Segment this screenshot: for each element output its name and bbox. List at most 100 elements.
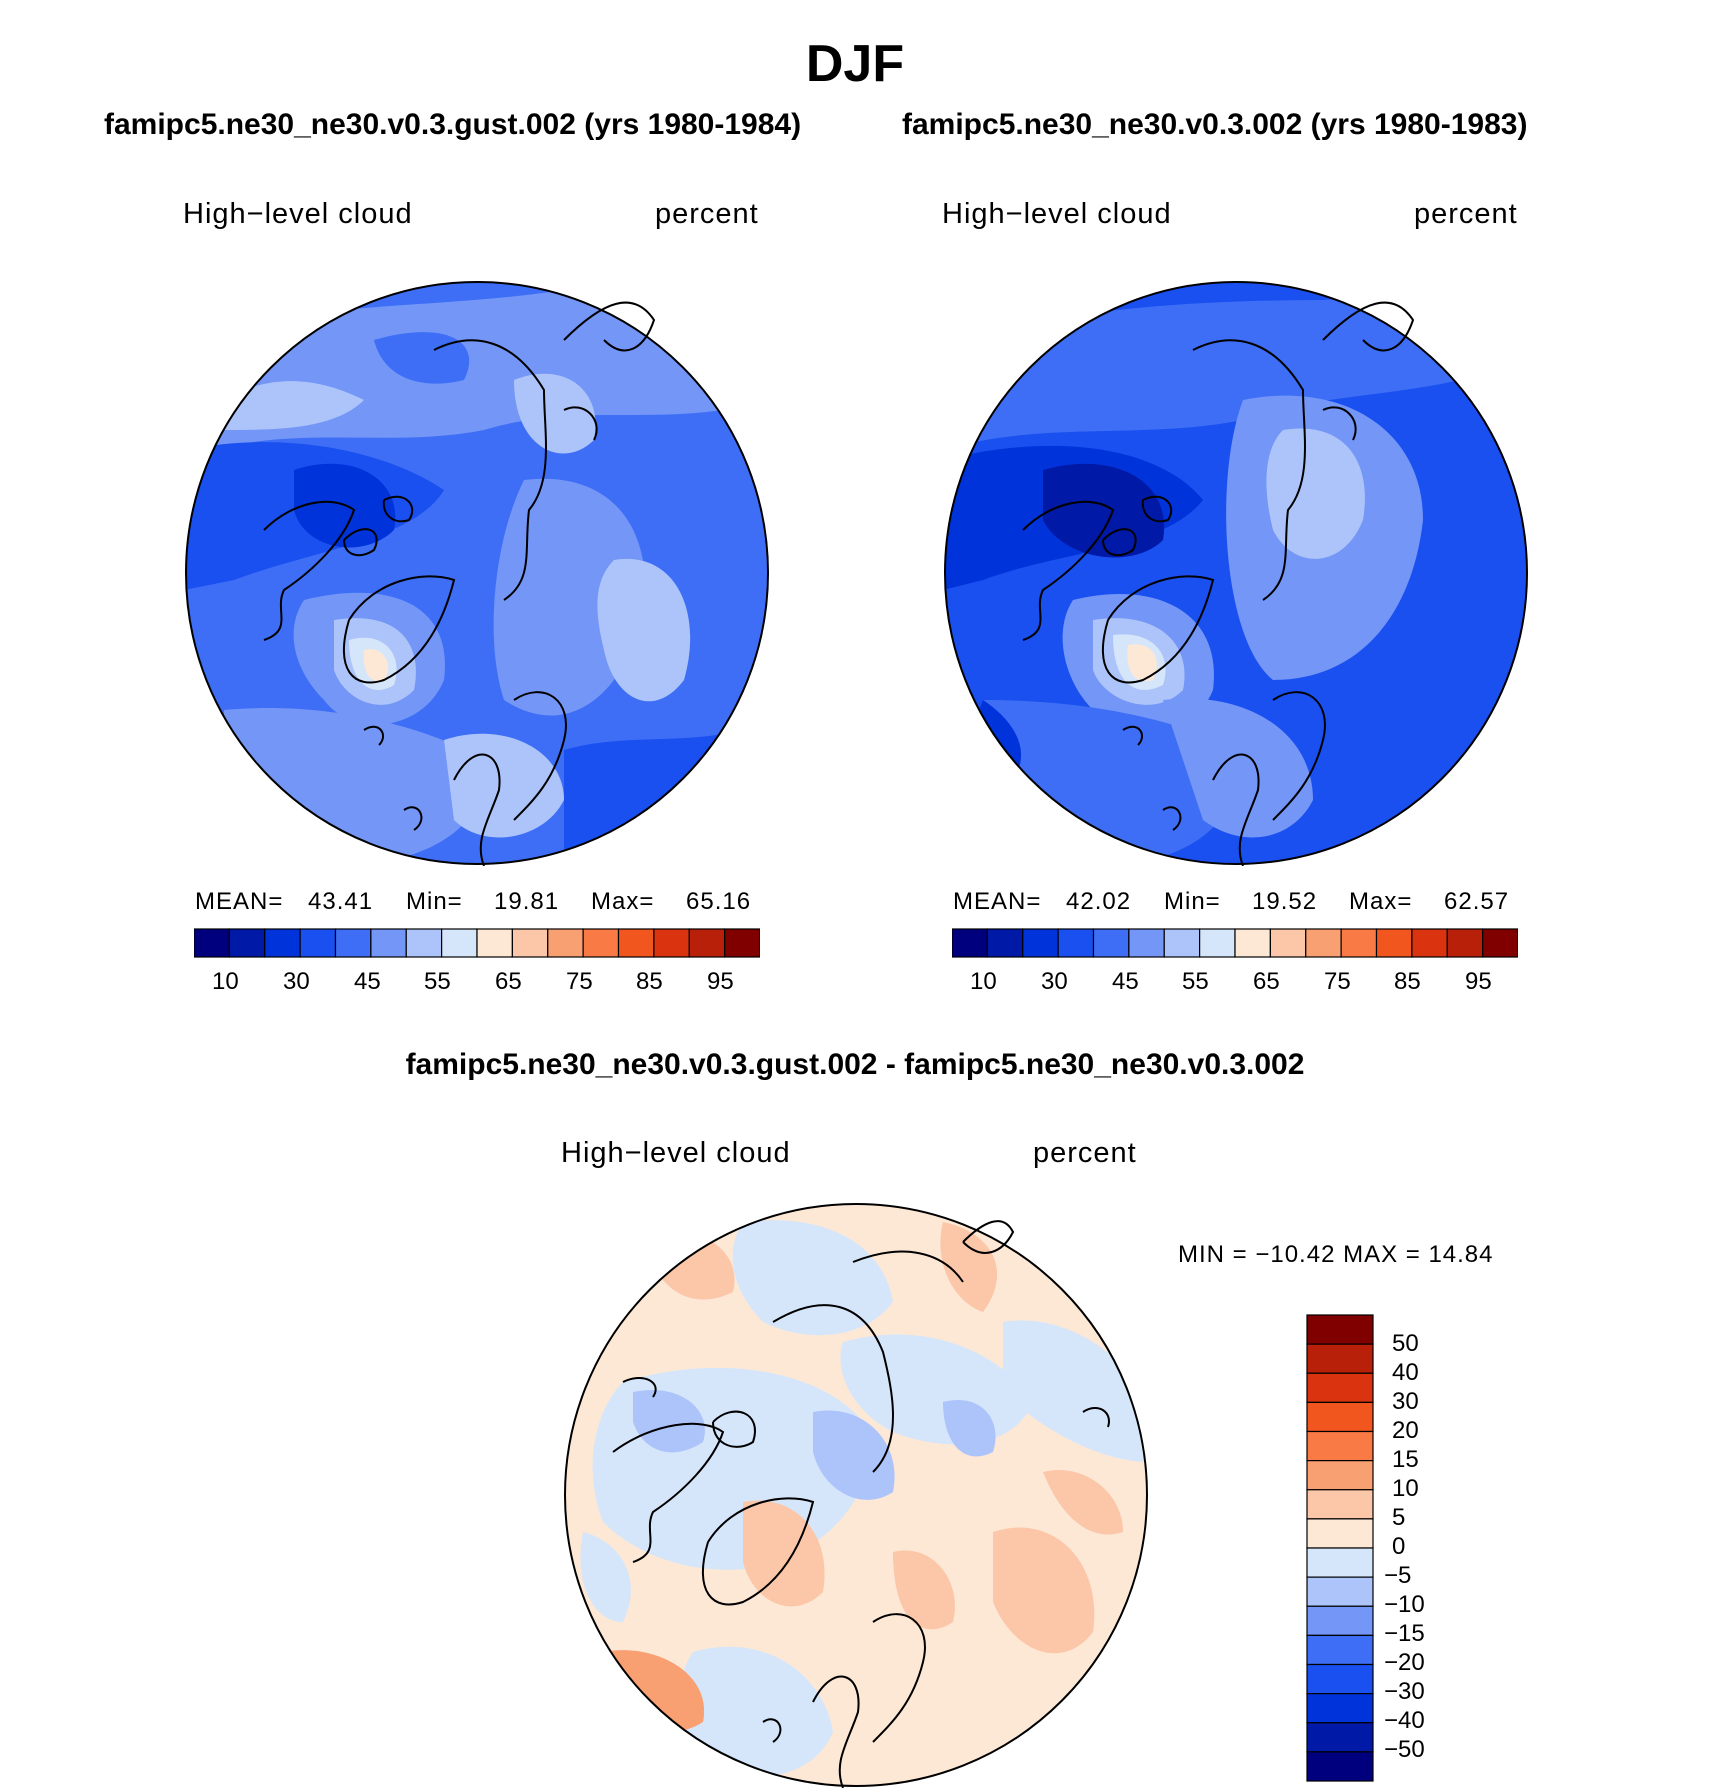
- panel-1-mean-label: MEAN=: [195, 888, 284, 915]
- diff-tick: 15: [1392, 1446, 1419, 1473]
- panel-2-tick: 45: [1112, 968, 1139, 995]
- panel-2-tick: 10: [970, 968, 997, 995]
- colorbar-swatch: [1340, 928, 1378, 958]
- colorbar-swatch: [1482, 928, 1518, 958]
- panel-1-tick: 75: [566, 968, 593, 995]
- colorbar-swatch: [299, 928, 337, 958]
- diff-tick: 30: [1392, 1388, 1419, 1415]
- colorbar-swatch: [1411, 928, 1448, 958]
- diff-tick: 10: [1392, 1475, 1419, 1502]
- panel-1-case-title: famipc5.ne30_ne30.v0.3.gust.002 (yrs 198…: [104, 108, 802, 141]
- colorbar-swatch: [1375, 928, 1413, 958]
- diff-tick: −20: [1384, 1649, 1425, 1676]
- panel-2-tick: 95: [1465, 968, 1492, 995]
- colorbar-swatch: [1446, 928, 1484, 958]
- panel-2-tick: 85: [1394, 968, 1421, 995]
- colorbar-swatch: [1269, 928, 1307, 958]
- panel-1-max-value: 65.16: [686, 888, 752, 915]
- diff-colorbar-swatch: [1306, 1605, 1374, 1636]
- panel-2-mean-value: 42.02: [1066, 888, 1132, 915]
- panel-1-tick: 45: [354, 968, 381, 995]
- diff-colorbar-swatch: [1306, 1751, 1374, 1782]
- colorbar-swatch: [1128, 928, 1165, 958]
- colorbar-swatch: [986, 928, 1024, 958]
- panel-2-tick: 30: [1041, 968, 1068, 995]
- panel-1-tick: 55: [424, 968, 451, 995]
- diff-tick: −10: [1384, 1591, 1425, 1618]
- diff-colorbar-swatch: [1306, 1547, 1374, 1578]
- panel-2-mean-label: MEAN=: [953, 888, 1042, 915]
- diff-coastlines: [612, 1220, 1110, 1788]
- diff-minmax: MIN = −10.42 MAX = 14.84: [1178, 1241, 1494, 1268]
- colorbar-swatch: [582, 928, 620, 958]
- colorbar-swatch: [688, 928, 726, 958]
- panel-2-max-label: Max=: [1349, 888, 1413, 915]
- diff-colorbar-swatch: [1306, 1314, 1374, 1345]
- panel-2-min-value: 19.52: [1252, 888, 1318, 915]
- colorbar-swatch: [1163, 928, 1201, 958]
- colorbar-swatch: [441, 928, 478, 958]
- colorbar-swatch: [952, 928, 988, 958]
- colorbar-swatch: [1199, 928, 1236, 958]
- diff-tick: 0: [1392, 1533, 1406, 1560]
- panel-2-tick: 65: [1253, 968, 1280, 995]
- colorbar-swatch: [1022, 928, 1059, 958]
- diff-tick: 20: [1392, 1417, 1419, 1444]
- diff-units: percent: [1033, 1137, 1137, 1169]
- diff-colorbar-swatch: [1306, 1430, 1374, 1462]
- panel-1-min-value: 19.81: [494, 888, 560, 915]
- diff-tick: −30: [1384, 1678, 1425, 1705]
- panel-2-units: percent: [1414, 198, 1518, 230]
- colorbar-swatch: [1234, 928, 1271, 958]
- panel-2-tick: 55: [1182, 968, 1209, 995]
- diff-colorbar-swatch: [1306, 1693, 1374, 1724]
- diff-colorbar-swatch: [1306, 1518, 1374, 1549]
- panel-2-case-title: famipc5.ne30_ne30.v0.3.002 (yrs 1980-198…: [902, 108, 1528, 141]
- panel-2-min-label: Min=: [1164, 888, 1221, 915]
- colorbar-swatch: [1057, 928, 1095, 958]
- panel-1-units: percent: [655, 198, 759, 230]
- diff-colorbar: [1306, 1314, 1374, 1782]
- colorbar-swatch: [1092, 928, 1130, 958]
- colorbar-swatch: [405, 928, 443, 958]
- panel-2-max-value: 62.57: [1444, 888, 1510, 915]
- diff-colorbar-swatch: [1306, 1722, 1374, 1753]
- panel-1-coastlines: [263, 301, 656, 866]
- panel-1-tick: 85: [636, 968, 663, 995]
- diff-tick: −5: [1384, 1562, 1412, 1589]
- panel-1-tick: 65: [495, 968, 522, 995]
- colorbar-swatch: [547, 928, 584, 958]
- colorbar-swatch: [194, 928, 230, 958]
- panel-1-map: [185, 281, 769, 866]
- diff-title: famipc5.ne30_ne30.v0.3.gust.002 - famipc…: [405, 1048, 1305, 1081]
- panel-2-colorbar: [952, 928, 1518, 958]
- colorbar-swatch: [228, 928, 266, 958]
- panel-1-tick: 30: [283, 968, 310, 995]
- diff-colorbar-swatch: [1306, 1576, 1374, 1607]
- diff-tick: 50: [1392, 1330, 1419, 1357]
- diff-tick: 40: [1392, 1359, 1419, 1386]
- colorbar-swatch: [476, 928, 513, 958]
- diff-tick: −40: [1384, 1707, 1425, 1734]
- panel-1-tick: 10: [212, 968, 239, 995]
- colorbar-swatch: [370, 928, 407, 958]
- colorbar-swatch: [617, 928, 655, 958]
- panel-1-tick: 95: [707, 968, 734, 995]
- diff-colorbar-swatch: [1306, 1489, 1374, 1520]
- diff-variable: High−level cloud: [561, 1137, 791, 1169]
- diff-map-border: [564, 1203, 1148, 1787]
- panel-1-variable: High−level cloud: [183, 198, 413, 230]
- panel-1-max-label: Max=: [591, 888, 655, 915]
- diff-tick: −15: [1384, 1620, 1425, 1647]
- colorbar-swatch: [653, 928, 690, 958]
- diff-contours: [565, 1204, 1147, 1786]
- diff-colorbar-swatch: [1306, 1401, 1374, 1433]
- diff-colorbar-swatch: [1306, 1460, 1374, 1491]
- panel-1-map-border: [185, 281, 769, 865]
- panel-2-map: [944, 281, 1528, 866]
- panel-1-mean-value: 43.41: [308, 888, 374, 915]
- colorbar-swatch: [264, 928, 301, 958]
- panel-1-colorbar: [194, 928, 760, 958]
- colorbar-swatch: [511, 928, 549, 958]
- colorbar-swatch: [334, 928, 372, 958]
